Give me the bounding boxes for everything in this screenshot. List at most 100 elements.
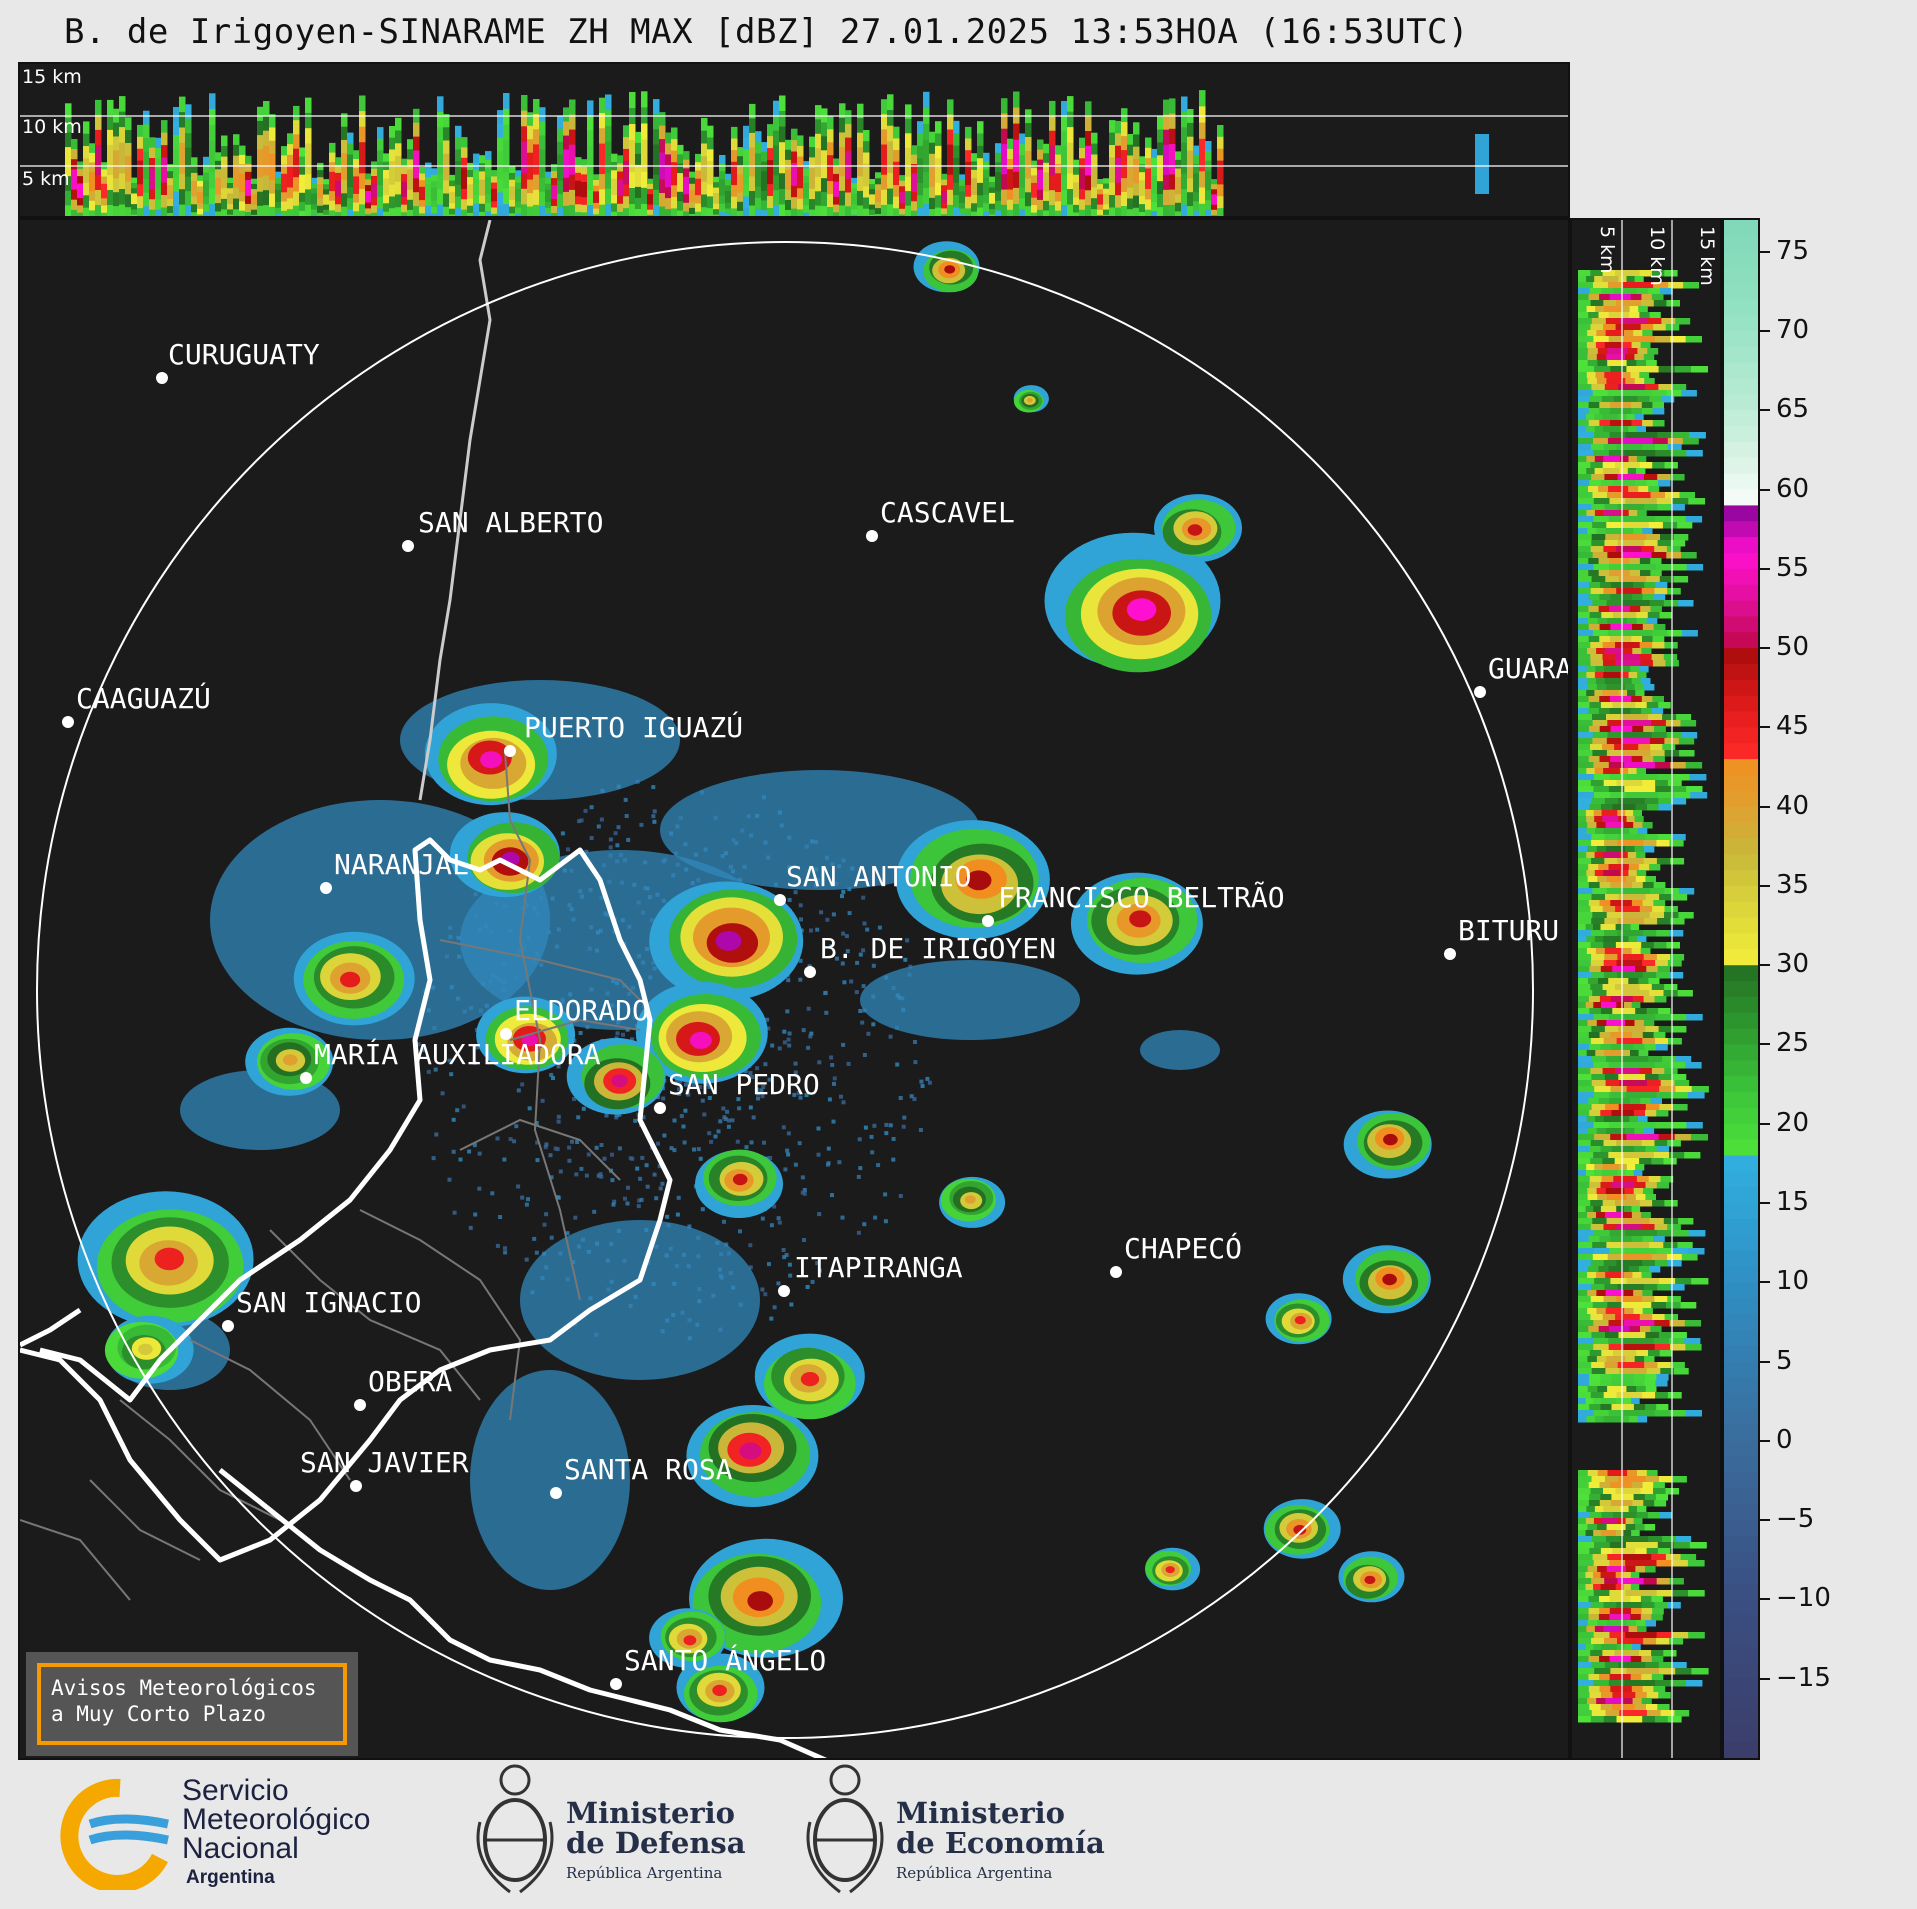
city-marker: SAN ANTONIO: [774, 860, 971, 906]
city-label: CHAPECÓ: [1124, 1231, 1242, 1265]
colorbar-tick: [1760, 250, 1770, 253]
colorbar-tick-label: 70: [1776, 314, 1810, 345]
city-marker: FRANCISCO BELTRÃO: [982, 881, 1285, 927]
colorbar-tick-label: 60: [1776, 473, 1810, 504]
colorbar-tick: [1760, 964, 1770, 967]
notice-line-2: a Muy Corto Plazo: [51, 1702, 266, 1726]
radar-map-canvas: CURUGUATY SAN ALBERTO CASCAVEL CAAGUAZÚ GUAR…: [20, 220, 1570, 1758]
city-dot: [500, 1028, 512, 1040]
city-label: FRANCISCO BELTRÃO: [998, 881, 1285, 914]
city-dot: [350, 1480, 362, 1492]
city-marker: SAN PEDRO: [654, 1068, 820, 1114]
city-dot: [156, 372, 168, 384]
city-dot: [610, 1678, 622, 1690]
top-label-10km: 10 km: [22, 116, 82, 138]
colorbar-tick-label: 20: [1776, 1107, 1810, 1138]
colorbar-tick: [1760, 647, 1770, 650]
range-ring: [36, 241, 1534, 1739]
city-marker: SANTA ROSA: [550, 1453, 733, 1499]
chart-title: B. de Irigoyen-SINARAME ZH MAX [dBZ] 27.…: [64, 12, 1469, 52]
city-label: GUARA: [1488, 652, 1570, 685]
city-label: MARÍA AUXILIADORA: [314, 1037, 601, 1071]
city-dot: [866, 530, 878, 542]
city-label: SAN ALBERTO: [418, 506, 603, 539]
colorbar-tick-label: 5: [1776, 1345, 1793, 1376]
radar-map[interactable]: CURUGUATY SAN ALBERTO CASCAVEL CAAGUAZÚ GUAR…: [18, 218, 1570, 1760]
city-dot: [1110, 1266, 1122, 1278]
city-dot: [402, 540, 414, 552]
colorbar-tick-label: 30: [1776, 949, 1810, 980]
city-marker: SAN ALBERTO: [402, 506, 603, 552]
city-label: PUERTO IGUAZÚ: [524, 710, 743, 744]
city-marker: ELDORADO: [500, 994, 649, 1040]
city-dot: [1444, 948, 1456, 960]
city-label: B. DE IRIGOYEN: [820, 932, 1056, 965]
notice-line-1: Avisos Meteorológicos: [51, 1676, 317, 1700]
city-marker: SAN JAVIER: [300, 1446, 469, 1492]
colorbar-tick: [1760, 805, 1770, 808]
city-marker: GUARA: [1474, 652, 1570, 698]
colorbar-tick-label: −10: [1776, 1583, 1831, 1614]
smn-logo-text: Servicio Meteorológico Nacional Argentin…: [182, 1774, 371, 1889]
colorbar-tick: [1760, 1360, 1770, 1363]
colorbar-tick: [1760, 1281, 1770, 1284]
city-marker: CASCAVEL: [866, 496, 1015, 542]
colorbar-tick-label: 75: [1776, 235, 1810, 266]
city-dot: [504, 745, 516, 757]
city-marker: OBERÁ: [354, 1364, 452, 1411]
city-dot: [774, 894, 786, 906]
colorbar-tick: [1760, 1043, 1770, 1046]
city-marker: PUERTO IGUAZÚ: [504, 710, 743, 757]
city-marker: NARANJAL: [320, 848, 469, 894]
colorbar-tick: [1760, 1439, 1770, 1442]
coat-of-arms-icon: [476, 1764, 554, 1894]
city-label: ELDORADO: [514, 994, 649, 1027]
city-marker: CURUGUATY: [156, 338, 320, 384]
top-label-15km: 15 km: [22, 66, 82, 88]
defensa-logo-text: Ministerio de Defensa República Argentin…: [566, 1796, 746, 1882]
city-label: CASCAVEL: [880, 496, 1015, 529]
city-dot: [982, 915, 994, 927]
city-dot: [778, 1285, 790, 1297]
city-dot: [804, 966, 816, 978]
city-marker: SAN IGNACIO: [222, 1286, 421, 1332]
side-label-10km: 10 km: [1646, 226, 1668, 286]
colorbar-tick-label: 65: [1776, 394, 1810, 425]
city-marker: BITURU: [1444, 914, 1559, 960]
city-label: SAN JAVIER: [300, 1446, 469, 1479]
city-label: BITURU: [1458, 914, 1559, 947]
side-height-profile: 5 km 10 km 15 km: [1570, 218, 1722, 1760]
economia-logo-text: Ministerio de Economía República Argenti…: [896, 1796, 1105, 1882]
colorbar-tick: [1760, 488, 1770, 491]
colorbar-tick-label: 55: [1776, 552, 1810, 583]
colorbar-tick-label: 50: [1776, 632, 1810, 663]
colorbar-tick: [1760, 1598, 1770, 1601]
city-label: SAN ANTONIO: [786, 860, 971, 893]
city-label: SANTA ROSA: [564, 1453, 733, 1486]
top-profile-echoes: [20, 90, 1568, 216]
colorbar-tick: [1760, 329, 1770, 332]
city-marker: SANTO ÁNGELO: [610, 1643, 826, 1690]
city-dot: [354, 1399, 366, 1411]
dbz-colorbar: [1722, 218, 1760, 1760]
side-label-5km: 5 km: [1596, 226, 1618, 274]
city-marker: ITAPIRANGA: [778, 1251, 963, 1297]
top-label-5km: 5 km: [22, 168, 70, 190]
city-dot: [1474, 686, 1486, 698]
colorbar-tick: [1760, 1519, 1770, 1522]
paraguay-brazil-border: [418, 220, 492, 801]
city-label: CURUGUATY: [168, 338, 320, 371]
colorbar-tick-label: 35: [1776, 869, 1810, 900]
city-label: NARANJAL: [334, 848, 469, 881]
city-label: OBERÁ: [368, 1364, 452, 1398]
smn-logo-icon: [60, 1778, 169, 1890]
city-marker: CHAPECÓ: [1110, 1231, 1242, 1278]
side-profile-echoes: [1578, 220, 1709, 1758]
colorbar-tick: [1760, 409, 1770, 412]
colorbar-tick-label: 25: [1776, 1028, 1810, 1059]
city-label: ITAPIRANGA: [794, 1251, 963, 1284]
colorbar-tick-label: −5: [1776, 1504, 1815, 1535]
city-label: CAAGUAZÚ: [76, 681, 211, 715]
colorbar-tick-label: 15: [1776, 1187, 1810, 1218]
colorbar-tick-label: −15: [1776, 1662, 1831, 1693]
